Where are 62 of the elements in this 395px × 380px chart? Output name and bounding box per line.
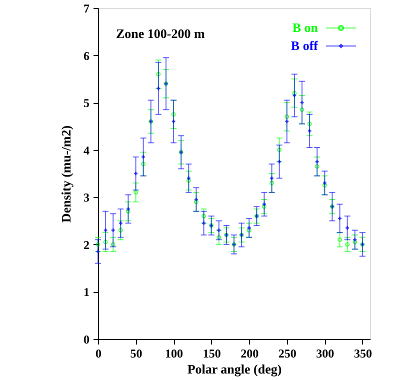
point (96, 242, 100, 247)
point (134, 190, 138, 195)
point (352, 240, 358, 244)
y-tick-label: 4 (84, 143, 90, 158)
point (118, 221, 122, 225)
y-tick-label: 0 (84, 332, 90, 346)
y-tick-label: 6 (84, 48, 90, 63)
legend-label: B on (292, 20, 319, 35)
point (110, 242, 116, 247)
point (292, 90, 297, 96)
y-axis-title: Density (mu-/m2) (58, 125, 74, 223)
point (307, 122, 312, 126)
point (322, 181, 326, 185)
point (270, 180, 274, 186)
annotation: Zone 100-200 m (116, 26, 205, 41)
y-tick-label: 1 (84, 285, 90, 300)
point (126, 209, 130, 214)
x-tick-label: 0 (96, 346, 102, 360)
point (103, 240, 108, 244)
point (156, 72, 161, 76)
x-axis-title: Polar angle (deg) (187, 362, 282, 376)
x-tick-label: 300 (316, 346, 334, 360)
point (284, 114, 290, 119)
point (141, 162, 146, 166)
point (104, 228, 108, 232)
point (142, 155, 146, 159)
point (314, 164, 320, 169)
point (322, 183, 327, 188)
point (171, 112, 176, 117)
point (111, 228, 115, 232)
x-tick-label: 350 (354, 346, 372, 360)
x-tick-label: 250 (278, 346, 296, 360)
point (338, 216, 342, 220)
point (262, 202, 266, 206)
y-tick-label: 5 (84, 96, 90, 110)
point (353, 238, 357, 242)
point (126, 207, 130, 211)
x-tick-label: 200 (240, 346, 259, 360)
point (346, 226, 350, 230)
y-tick-label: 3 (84, 190, 90, 205)
point (262, 204, 266, 209)
point (315, 160, 319, 164)
point (247, 226, 251, 230)
point (300, 107, 304, 112)
point (338, 237, 342, 242)
y-tick-label: 2 (84, 238, 90, 252)
point (270, 176, 274, 180)
point (202, 214, 206, 218)
x-tick-label: 50 (130, 346, 142, 360)
legend-label: B off (290, 38, 319, 53)
point (186, 176, 190, 180)
point (194, 200, 198, 204)
y-tick-label: 7 (84, 2, 90, 16)
x-tick-label: 100 (165, 346, 184, 360)
point (246, 228, 252, 232)
point (345, 242, 350, 247)
x-tick-label: 150 (202, 346, 221, 360)
point (186, 178, 191, 183)
point (277, 148, 282, 152)
point (308, 129, 312, 133)
point (216, 235, 222, 240)
point (118, 228, 123, 232)
